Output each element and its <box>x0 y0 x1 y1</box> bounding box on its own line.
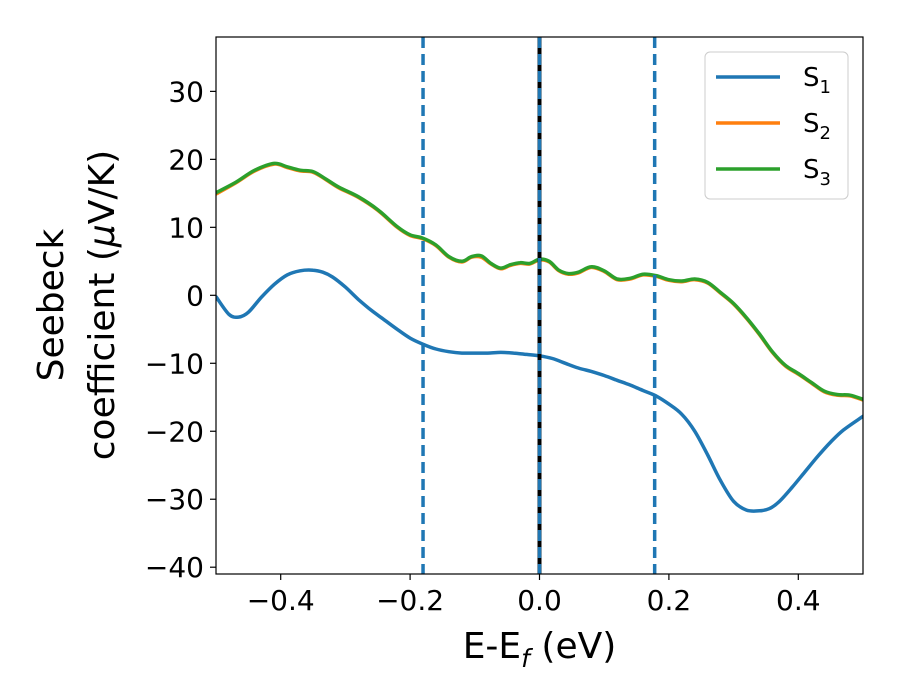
y-axis-label-line2: coefficient (μV/K) <box>82 150 123 460</box>
y-tick-label: 20 <box>168 143 204 176</box>
series-line-s1 <box>216 268 863 513</box>
y-tick-label: 0 <box>186 279 204 312</box>
x-tick-label: 0.0 <box>517 584 562 617</box>
legend-label-s1: S1 <box>803 63 831 98</box>
y-tick-label: 30 <box>168 75 204 108</box>
legend-label-s2: S2 <box>803 109 831 144</box>
x-tick-label: −0.4 <box>247 584 315 617</box>
x-tick-label: 0.2 <box>647 584 692 617</box>
legend: S1 S2 S3 <box>704 51 849 200</box>
series-line-s3 <box>216 161 863 402</box>
y-axis-ticks: −40 −30 −20 −10 0 10 20 30 <box>145 75 216 584</box>
y-tick-label: −30 <box>145 483 204 516</box>
legend-box <box>704 51 849 200</box>
y-tick-label: 10 <box>168 211 204 244</box>
x-tick-label: 0.4 <box>776 584 821 617</box>
y-axis-label: Seebeck coefficient (μV/K) <box>31 150 123 460</box>
reference-lines <box>421 37 657 574</box>
x-tick-label: −0.2 <box>376 584 444 617</box>
y-tick-label: −20 <box>145 415 204 448</box>
y-tick-label: −10 <box>145 347 204 380</box>
y-tick-label: −40 <box>145 551 204 584</box>
x-axis-label: E-Ef (eV) <box>463 626 617 673</box>
y-axis-label-line1: Seebeck <box>31 228 72 381</box>
series-group <box>216 161 863 513</box>
x-axis-ticks: −0.4 −0.2 0.0 0.2 0.4 <box>247 574 821 617</box>
legend-label-s3: S3 <box>803 155 831 190</box>
